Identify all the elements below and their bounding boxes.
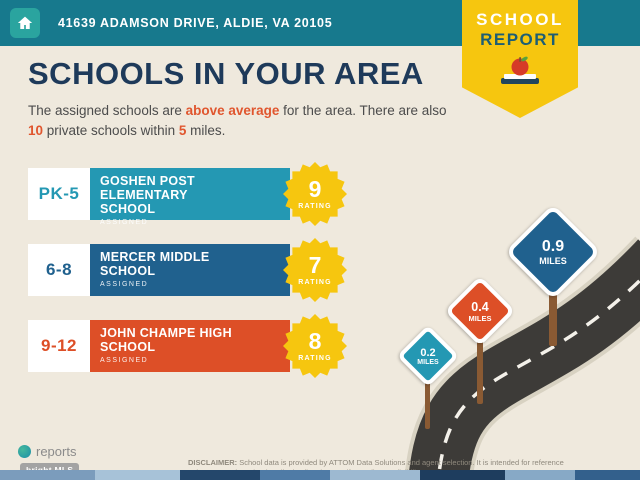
rating-value: 8: [308, 328, 322, 354]
grade-range: 6-8: [45, 260, 73, 279]
logo-dot-icon: [18, 445, 31, 458]
footer-color-stripe: [0, 470, 640, 480]
page-title: SCHOOLS IN YOUR AREA: [28, 56, 424, 91]
assigned-label: ASSIGNED: [100, 281, 149, 288]
school-row-high: 9-12 JOHN CHAMPE HIGH SCHOOL ASSIGNED 8 …: [28, 314, 347, 378]
distance-value: 0.4: [471, 299, 489, 314]
disclaimer-label: DISCLAIMER:: [188, 457, 238, 467]
school-name-box: MERCER MIDDLE SCHOOL ASSIGNED: [90, 244, 290, 296]
diamond-sign: 0.2 MILES: [396, 324, 460, 388]
sign-post: [477, 334, 483, 404]
stripe-segment: [420, 470, 505, 480]
school-name: MERCER MIDDLE SCHOOL: [100, 250, 210, 278]
stripe-segment: [575, 470, 640, 480]
rating-badge: 7 RATING: [283, 238, 347, 302]
rating-label: RATING: [298, 279, 332, 286]
rating-badge: 9 RATING: [283, 162, 347, 226]
stripe-segment: [505, 470, 575, 480]
summary-highlight-miles: 5: [178, 122, 187, 138]
distance-unit: MILES: [417, 358, 439, 366]
stripe-segment: [0, 470, 95, 480]
stripe-segment: [330, 470, 420, 480]
summary-part: miles.: [186, 122, 226, 138]
distance-unit: MILES: [468, 313, 492, 323]
rating-value: 7: [308, 252, 322, 278]
property-address: 41639 ADAMSON DRIVE, ALDIE, VA 20105: [58, 16, 333, 30]
distance-sign-0-2-miles: 0.2 MILES: [396, 324, 460, 429]
stripe-segment: [95, 470, 180, 480]
rating-label: RATING: [298, 355, 332, 362]
school-report-ribbon: SCHOOL REPORT: [462, 0, 578, 118]
distance-value: 0.2: [420, 346, 436, 359]
stripe-segment: [260, 470, 330, 480]
summary-part: for the area. There are also: [279, 103, 447, 118]
summary-highlight-private-count: 10: [28, 122, 44, 138]
distance-value: 0.9: [541, 238, 565, 255]
rating-badge: 8 RATING: [283, 314, 347, 378]
assigned-label: ASSIGNED: [100, 219, 149, 226]
school-name: JOHN CHAMPE HIGH SCHOOL: [100, 326, 232, 354]
grade-range: PK-5: [38, 184, 80, 203]
summary-part: The assigned schools are: [28, 103, 186, 118]
grade-range-box: 6-8: [28, 244, 90, 296]
summary-part: private schools within: [43, 122, 179, 138]
grade-range-box: PK-5: [28, 168, 90, 220]
summary-highlight-above-average: above average: [185, 103, 280, 118]
diamond-sign: 0.9 MILES: [504, 203, 602, 301]
summary-text: The assigned schools are above average f…: [28, 101, 448, 140]
apple-on-books-icon: [462, 54, 578, 91]
school-row-middle: 6-8 MERCER MIDDLE SCHOOL ASSIGNED 7 RATI…: [28, 238, 347, 302]
school-name-box: JOHN CHAMPE HIGH SCHOOL ASSIGNED: [90, 320, 290, 372]
distance-sign-0-9-miles: 0.9 MILES: [504, 203, 602, 346]
school-name: GOSHEN POST ELEMENTARY SCHOOL: [100, 174, 195, 216]
distance-unit: MILES: [539, 256, 567, 266]
stripe-segment: [180, 470, 260, 480]
ribbon-label-report: REPORT: [480, 30, 560, 49]
assigned-label: ASSIGNED: [100, 357, 149, 364]
school-name-box: GOSHEN POST ELEMENTARY SCHOOL ASSIGNED: [90, 168, 290, 226]
rating-label: RATING: [298, 203, 332, 210]
school-row-elementary: PK-5 GOSHEN POST ELEMENTARY SCHOOL ASSIG…: [28, 162, 347, 226]
ribbon-label-school: SCHOOL: [476, 10, 564, 29]
grade-range: 9-12: [40, 336, 78, 355]
rating-value: 9: [308, 176, 322, 202]
home-icon: [10, 8, 40, 38]
logo-name: reports: [36, 444, 77, 459]
grade-range-box: 9-12: [28, 320, 90, 372]
